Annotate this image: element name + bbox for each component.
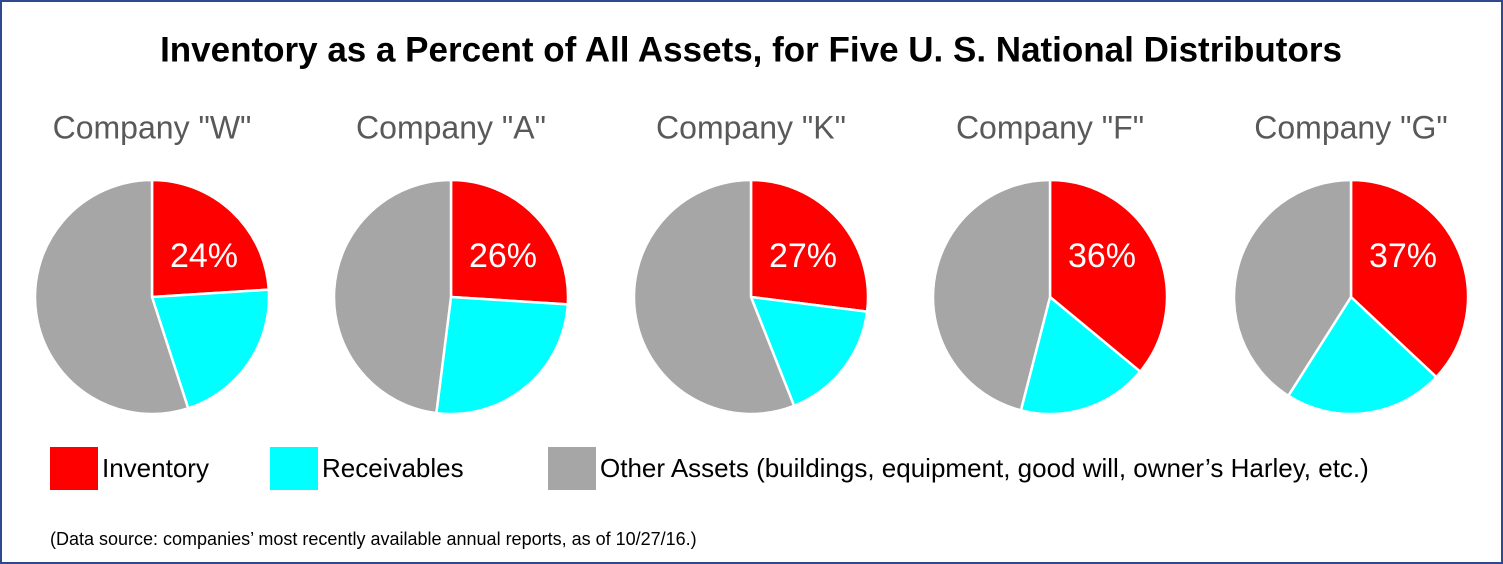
source-note: (Data source: companies’ most recently a… (50, 529, 697, 549)
pie-title: Company "A" (356, 109, 546, 145)
pie-slice (150, 288, 271, 410)
slice-label: 27% (769, 237, 837, 275)
slice-label: 26% (469, 237, 537, 275)
pie-slice (449, 178, 570, 306)
legend-swatch (270, 447, 318, 490)
slice-label: 24% (170, 237, 238, 275)
legend-swatch (50, 447, 98, 490)
pie-slice (1048, 178, 1169, 373)
pie-slice (1019, 295, 1142, 416)
pie-slice (332, 178, 453, 415)
pie-slice (150, 178, 271, 299)
pie-slice (33, 178, 190, 416)
legend-swatch (548, 447, 596, 490)
pie-slice (749, 178, 870, 313)
pie-slice (1349, 178, 1470, 379)
pie-title: Company "W" (53, 109, 252, 145)
legend-label: Receivables (322, 453, 464, 483)
pie-slice (632, 178, 796, 416)
pie-slice (931, 178, 1052, 412)
pie-slice (435, 295, 570, 416)
pie-title: Company "F" (956, 109, 1144, 145)
pie-slice (1232, 178, 1353, 398)
legend-label: Inventory (102, 453, 209, 483)
pie-title: Company "K" (656, 109, 846, 145)
pie-slice (1287, 295, 1438, 416)
pie-slice (749, 295, 869, 408)
slice-label: 37% (1369, 237, 1437, 275)
pie-title: Company "G" (1254, 109, 1447, 145)
slice-label: 36% (1068, 237, 1136, 275)
chart-title: Inventory as a Percent of All Assets, fo… (160, 30, 1342, 69)
legend-label: Other Assets (buildings, equipment, good… (600, 453, 1369, 483)
